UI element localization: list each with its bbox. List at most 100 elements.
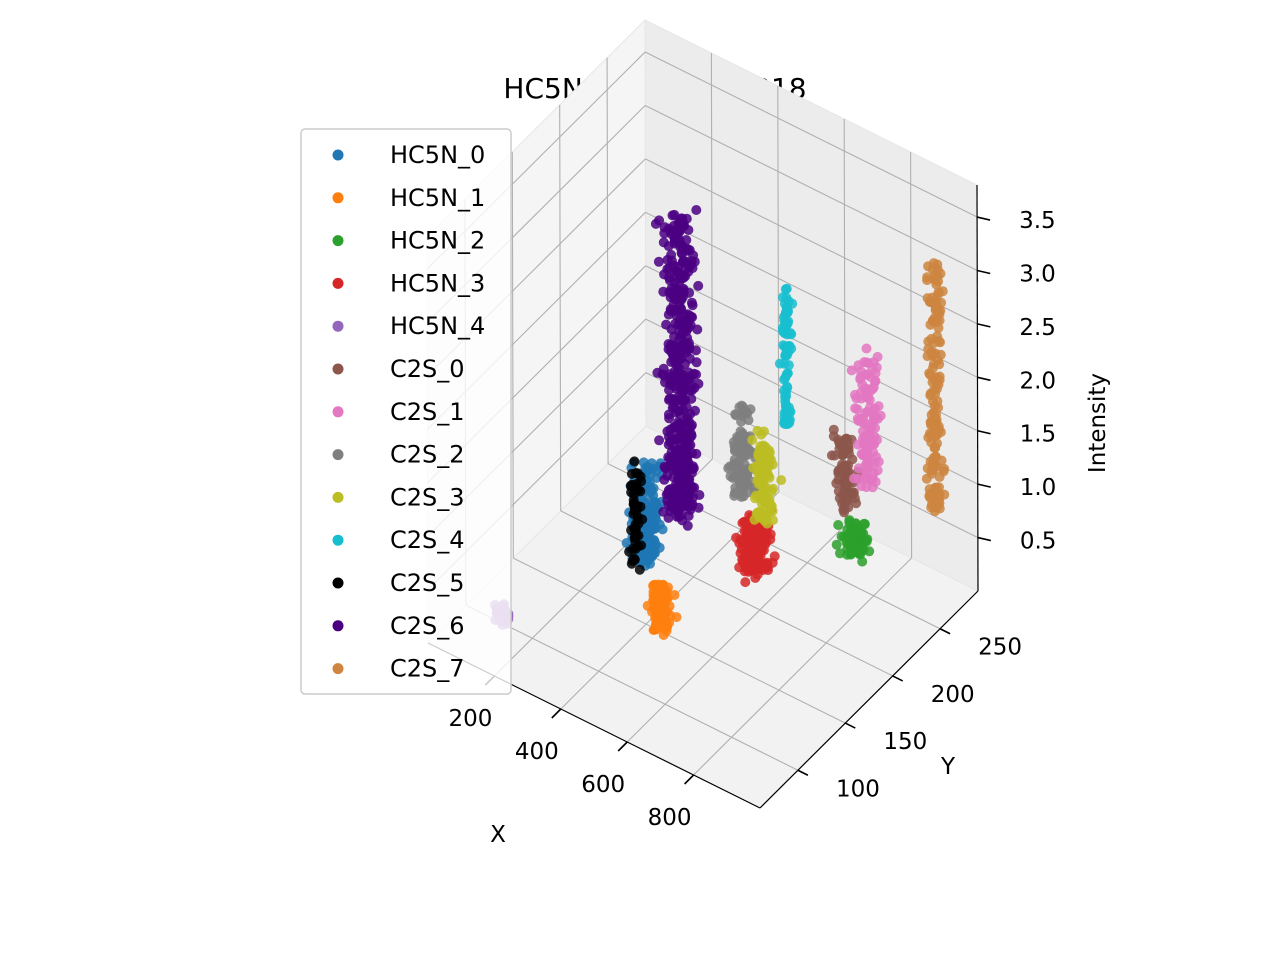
data-point <box>691 345 701 356</box>
data-point <box>752 425 763 436</box>
data-point <box>686 430 697 441</box>
data-point <box>842 549 853 560</box>
data-point <box>784 341 795 351</box>
legend-label: C2S_6 <box>390 612 465 640</box>
x-grid-floor <box>626 524 846 743</box>
data-point <box>921 473 932 484</box>
data-point <box>668 354 679 365</box>
z-grid-back <box>645 318 978 485</box>
data-point <box>848 536 859 547</box>
data-point <box>664 393 675 404</box>
data-point <box>747 435 758 445</box>
z-tick-label: 3.5 <box>1019 208 1056 234</box>
data-point <box>638 457 649 468</box>
legend-label: C2S_5 <box>390 569 465 597</box>
y-tick-label: 100 <box>836 776 880 802</box>
data-point <box>752 475 763 486</box>
data-point <box>927 377 938 388</box>
data-point <box>677 499 688 509</box>
data-point <box>734 456 745 467</box>
z-tick-mark <box>977 429 991 435</box>
data-point <box>628 499 639 510</box>
data-point <box>664 385 674 395</box>
data-point <box>629 456 640 467</box>
data-point <box>649 523 660 534</box>
y-grid-left <box>511 152 514 559</box>
legend-label: HC5N_4 <box>390 312 485 340</box>
data-point <box>666 255 677 266</box>
data-point <box>658 363 669 374</box>
data-point <box>931 296 942 307</box>
legend-label: C2S_3 <box>390 483 465 511</box>
data-point <box>740 577 751 588</box>
data-point <box>928 465 939 475</box>
data-point <box>938 466 949 477</box>
data-point <box>663 241 674 252</box>
data-point <box>872 434 882 445</box>
z-tick-label: 1.5 <box>1020 422 1057 448</box>
data-point <box>660 588 671 599</box>
z-tick-mark <box>977 323 991 328</box>
data-point <box>932 429 942 440</box>
data-point <box>745 404 756 415</box>
legend-marker <box>332 534 344 546</box>
data-point <box>694 490 705 500</box>
data-point <box>833 466 844 477</box>
y-axis-label: Y <box>940 754 956 780</box>
legend-marker <box>332 577 344 589</box>
data-point <box>858 528 869 539</box>
data-point <box>645 469 656 480</box>
data-point <box>928 359 939 369</box>
legend-label: C2S_1 <box>390 398 465 426</box>
data-point <box>677 213 688 224</box>
data-point <box>754 445 765 456</box>
data-point <box>743 487 754 498</box>
data-point <box>751 560 762 571</box>
data-point <box>866 423 877 434</box>
legend-frame <box>300 128 512 695</box>
data-point <box>693 280 704 291</box>
data-point <box>754 531 765 542</box>
data-point <box>844 516 855 527</box>
data-point <box>680 437 691 448</box>
data-point <box>662 470 673 481</box>
data-point <box>857 542 868 553</box>
x-grid-floor <box>693 557 912 776</box>
data-point <box>922 272 933 283</box>
data-point <box>756 453 767 464</box>
data-point <box>925 319 936 330</box>
data-point <box>687 482 698 493</box>
data-point <box>681 245 692 256</box>
data-point <box>682 332 693 343</box>
z-axis-line <box>976 184 979 592</box>
data-point <box>676 420 687 431</box>
data-point <box>865 402 876 412</box>
legend-label: C2S_0 <box>390 355 465 383</box>
data-point <box>735 534 746 545</box>
data-point <box>861 390 872 401</box>
legend-marker <box>332 491 344 503</box>
data-point <box>759 496 769 506</box>
legend-marker <box>332 320 344 332</box>
z-grid-back <box>644 51 978 218</box>
x-grid-back <box>910 151 913 559</box>
z-grid-back <box>645 211 978 378</box>
axis-ticks: 2004006008001001502002500.51.01.52.02.53… <box>448 208 1056 831</box>
data-point <box>678 272 689 283</box>
data-point <box>831 539 842 550</box>
data-point <box>783 360 794 371</box>
data-point <box>933 322 944 333</box>
y-tick-label: 200 <box>931 682 975 708</box>
z-grid-back <box>645 158 978 325</box>
data-point <box>672 396 683 407</box>
z-tick-mark <box>977 269 991 275</box>
data-point <box>684 490 695 501</box>
data-point <box>630 519 641 530</box>
data-point <box>654 435 665 446</box>
data-point <box>849 473 859 484</box>
data-point <box>826 450 837 461</box>
data-point <box>681 445 692 456</box>
data-point <box>743 558 754 569</box>
z-tick-label: 2.5 <box>1019 315 1056 341</box>
data-point <box>865 371 876 382</box>
